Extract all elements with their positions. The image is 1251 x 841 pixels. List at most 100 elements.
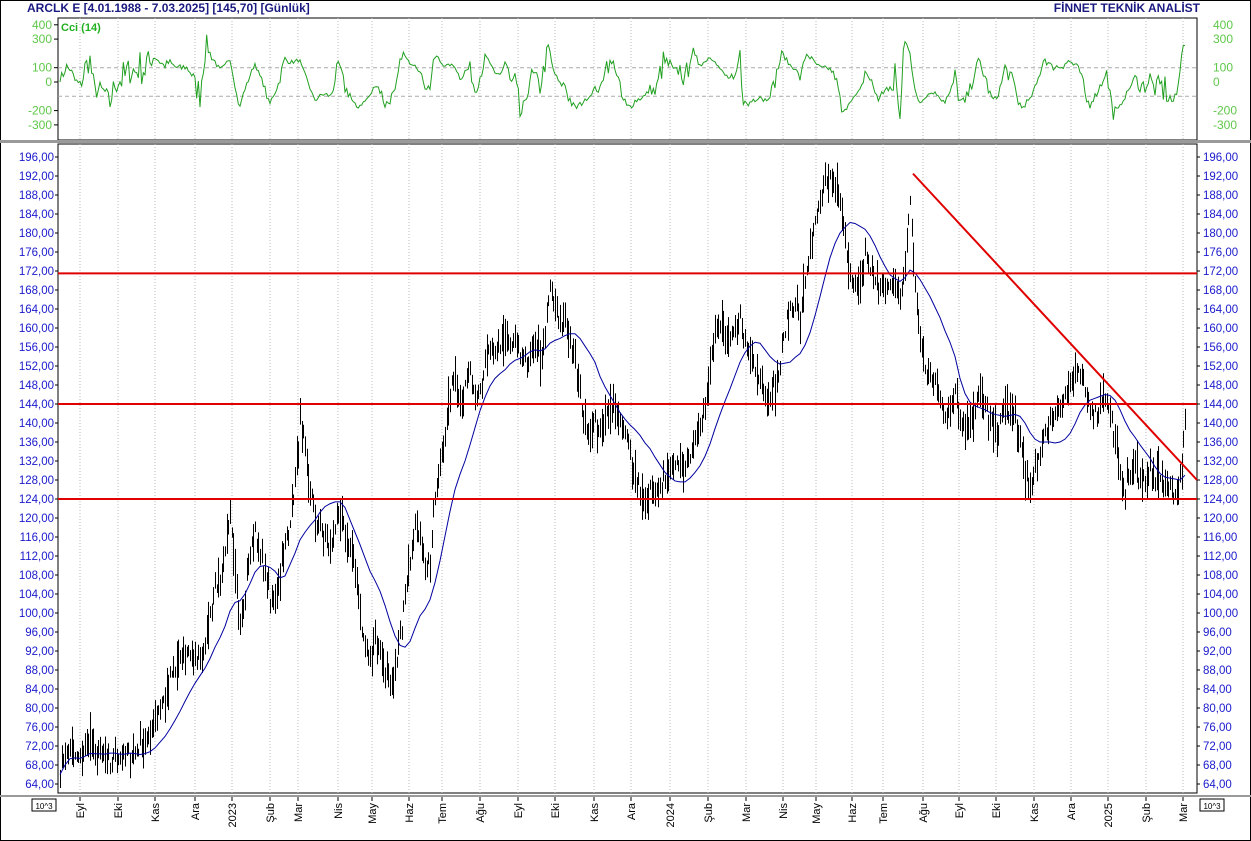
x-tick-label: Şub [703,803,715,823]
cci-right-tick-label: -300 [1213,118,1237,132]
price-right-tick-label: 144,00 [1203,399,1238,411]
x-tick-label: Mar [1178,803,1190,822]
price-right-tick-label: 148,00 [1203,380,1238,392]
cci-panel-frame [57,17,1198,141]
scale-badge-right-box [1199,798,1225,812]
scale-badge-right-text: 10^3 [1203,802,1221,811]
scale-badge-left-text: 10^3 [35,802,53,811]
x-tick-label: May [811,803,823,824]
x-tick-label: Tem [437,803,449,824]
price-left-tick-label: 176,00 [19,247,54,259]
price-left-tick-label: 180,00 [19,228,54,240]
price-left-tick-label: 88,00 [25,665,54,677]
price-left-tick-label: 96,00 [25,627,54,639]
x-tick-label: Kas [589,803,601,822]
x-tick-label: Tem [878,803,890,824]
cci-right-tick-label: -200 [1213,104,1237,118]
price-right-tick-label: 64,00 [1203,779,1232,791]
price-left-tick-label: 132,00 [19,456,54,468]
x-tick-label: 2025 [1103,803,1115,827]
price-right-tick-label: 112,00 [1203,551,1237,563]
cci-legend: Cci (14) [61,22,101,34]
price-right-tick-label: 76,00 [1203,722,1232,734]
cci-left-tick-label: -200 [28,104,52,118]
price-right-tick-label: 132,00 [1203,456,1238,468]
x-tick-label: Şub [265,803,277,823]
x-tick-label: Şub [1141,803,1153,823]
price-left-tick-label: 124,00 [19,494,54,506]
price-right-tick-label: 116,00 [1203,532,1237,544]
x-tick-label: Kas [150,803,162,822]
x-tick-label: Eyl [75,803,87,818]
price-left-tick-label: 196,00 [19,152,54,164]
x-tick-label: May [367,803,379,824]
price-left-tick-label: 184,00 [19,209,54,221]
price-left-tick-label: 120,00 [19,513,54,525]
x-tick-label: Eki [991,803,1003,818]
price-panel-frame [57,143,1198,794]
price-left-tick-label: 112,00 [20,551,54,563]
price-right-tick-label: 184,00 [1203,209,1238,221]
price-right-tick-label: 156,00 [1203,342,1238,354]
price-right-tick-label: 128,00 [1203,475,1238,487]
x-tick-label: Ağu [475,803,487,823]
x-tick-label: Nis [778,803,790,819]
price-left-tick-label: 108,00 [19,570,54,582]
price-left-tick-label: 80,00 [25,703,54,715]
x-tick-label: Kas [1029,803,1041,822]
x-tick-label: 2024 [665,803,677,827]
price-right-tick-label: 176,00 [1203,247,1238,259]
x-tick-label: 2023 [227,803,239,827]
cci-left-tick-label: 0 [45,75,52,89]
price-right-tick-label: 88,00 [1203,665,1232,677]
price-left-tick-label: 168,00 [19,285,54,297]
price-left-tick-label: 156,00 [19,342,54,354]
price-left-tick-label: 76,00 [25,722,54,734]
brand-label: FİNNET TEKNİK ANALİST [1053,1,1200,15]
price-left-tick-label: 160,00 [19,323,54,335]
price-right-tick-label: 124,00 [1203,494,1238,506]
moving-average-line [59,222,1186,775]
price-right-tick-label: 96,00 [1203,627,1232,639]
price-right-tick-label: 160,00 [1203,323,1238,335]
chart-title: ARCLK E [4.01.1988 - 7.03.2025] [145,70]… [27,1,310,15]
cci-left-tick-label: 300 [32,32,52,46]
price-right-tick-label: 72,00 [1203,741,1232,753]
price-left-tick-label: 192,00 [19,171,54,183]
price-left-tick-label: 188,00 [19,190,54,202]
price-left-tick-label: 68,00 [25,760,54,772]
scale-badge-left: 10^3 [31,798,57,812]
price-left-tick-label: 104,00 [19,589,54,601]
price-right-tick-label: 172,00 [1203,266,1238,278]
scale-badge-right: 10^3 [1199,798,1225,812]
price-right-tick-label: 164,00 [1203,304,1238,316]
price-right-tick-label: 108,00 [1203,570,1238,582]
price-right-tick-label: 188,00 [1203,190,1238,202]
price-left-tick-label: 128,00 [19,475,54,487]
price-right-tick-label: 80,00 [1203,703,1232,715]
price-left-tick-label: 136,00 [19,437,54,449]
x-tick-label: Eki [113,803,125,818]
x-axis-line [0,795,1251,797]
price-right-tick-label: 152,00 [1203,361,1238,373]
x-tick-label: Ara [626,802,638,820]
price-left-tick-label: 72,00 [25,741,54,753]
x-tick-label: Eyl [954,803,966,818]
price-right-tick-label: 84,00 [1203,684,1232,696]
cci-right-tick-label: 0 [1213,75,1220,89]
trendline [912,172,1198,481]
price-right-tick-label: 196,00 [1203,152,1238,164]
cci-line [59,34,1186,120]
price-right-tick-label: 168,00 [1203,285,1238,297]
price-left-tick-label: 144,00 [19,399,54,411]
price-bars [60,162,1186,789]
price-left-tick-label: 84,00 [25,684,54,696]
x-tick-label: Eki [550,803,562,818]
price-right-tick-label: 120,00 [1203,513,1238,525]
x-tick-label: Ara [1066,802,1078,820]
x-tick-label: Eyl [513,803,525,818]
price-left-tick-label: 148,00 [19,380,54,392]
price-right-tick-label: 100,00 [1203,608,1238,620]
cci-left-tick-label: -300 [28,118,52,132]
